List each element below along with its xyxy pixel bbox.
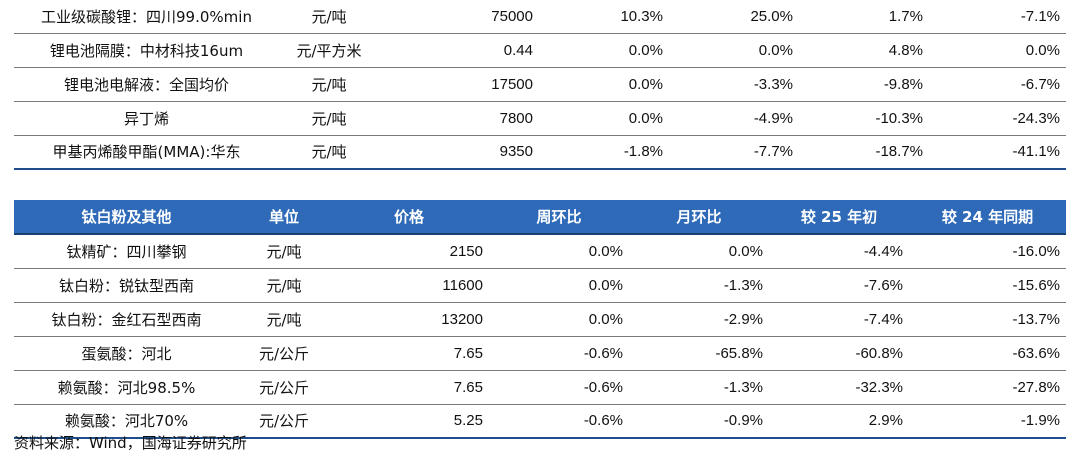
cell-name: 甲基丙烯酸甲酯(MMA):华东 bbox=[14, 135, 279, 170]
source-note: 资料来源：Wind，国海证券研究所 bbox=[14, 434, 247, 452]
cell-ytd: -10.3% bbox=[799, 101, 929, 136]
header-ytd: 较 25 年初 bbox=[769, 200, 909, 235]
cell-ytd: -18.7% bbox=[799, 135, 929, 170]
header-unit: 单位 bbox=[239, 200, 329, 235]
table-row: 锂电池隔膜：中材科技16um 元/平方米 0.44 0.0% 0.0% 4.8% 0.0% bbox=[14, 33, 1066, 68]
header-name: 钛白粉及其他 bbox=[14, 200, 239, 235]
table-row: 工业级碳酸锂：四川99.0%min 元/吨 75000 10.3% 25.0% 1.7% -… bbox=[14, 0, 1066, 34]
price-table-titanium: 钛白粉及其他 单位 价格 周环比 月环比 较 25 年初 较 24 年同期 钛精… bbox=[14, 200, 1066, 439]
table-row: 赖氨酸：河北98.5% 元/公斤 7.65 -0.6% -1.3% -32.3% -27.8… bbox=[14, 370, 1066, 405]
cell-price: 17500 bbox=[379, 67, 539, 102]
cell-ytd: -7.6% bbox=[769, 268, 909, 303]
header-mom: 月环比 bbox=[629, 200, 769, 235]
cell-wow: 0.0% bbox=[489, 234, 629, 269]
cell-unit: 元/吨 bbox=[279, 67, 379, 102]
cell-unit: 元/公斤 bbox=[239, 336, 329, 371]
cell-unit: 元/吨 bbox=[239, 234, 329, 269]
table-header-row: 钛白粉及其他 单位 价格 周环比 月环比 较 25 年初 较 24 年同期 bbox=[14, 200, 1066, 235]
header-price: 价格 bbox=[329, 200, 489, 235]
cell-ytd: 1.7% bbox=[799, 0, 929, 34]
cell-yoy: 0.0% bbox=[929, 33, 1066, 68]
cell-wow: 10.3% bbox=[539, 0, 669, 34]
cell-unit: 元/平方米 bbox=[279, 33, 379, 68]
cell-price: 11600 bbox=[329, 268, 489, 303]
cell-yoy: -24.3% bbox=[929, 101, 1066, 136]
cell-yoy: -41.1% bbox=[929, 135, 1066, 170]
cell-name: 锂电池隔膜：中材科技16um bbox=[14, 33, 279, 68]
cell-unit: 元/公斤 bbox=[239, 370, 329, 405]
price-table-top: 工业级碳酸锂：四川99.0%min 元/吨 75000 10.3% 25.0% 1.7% -… bbox=[14, 0, 1066, 170]
cell-name: 赖氨酸：河北98.5% bbox=[14, 370, 239, 405]
table-row: 异丁烯 元/吨 7800 0.0% -4.9% -10.3% -24.3% bbox=[14, 101, 1066, 136]
table-row: 赖氨酸：河北70% 元/公斤 5.25 -0.6% -0.9% 2.9% -1.9% bbox=[14, 404, 1066, 439]
cell-mom: 25.0% bbox=[669, 0, 799, 34]
cell-unit: 元/吨 bbox=[279, 101, 379, 136]
cell-price: 2150 bbox=[329, 234, 489, 269]
cell-mom: -1.3% bbox=[629, 370, 769, 405]
cell-yoy: -27.8% bbox=[909, 370, 1066, 405]
cell-price: 7800 bbox=[379, 101, 539, 136]
cell-wow: 0.0% bbox=[489, 268, 629, 303]
cell-price: 0.44 bbox=[379, 33, 539, 68]
cell-ytd: -32.3% bbox=[769, 370, 909, 405]
cell-name: 钛精矿：四川攀钢 bbox=[14, 234, 239, 269]
header-wow: 周环比 bbox=[489, 200, 629, 235]
table-row: 锂电池电解液：全国均价 元/吨 17500 0.0% -3.3% -9.8% -6.7% bbox=[14, 67, 1066, 102]
cell-name: 赖氨酸：河北70% bbox=[14, 404, 239, 439]
cell-yoy: -7.1% bbox=[929, 0, 1066, 34]
header-yoy: 较 24 年同期 bbox=[909, 200, 1066, 235]
cell-wow: 0.0% bbox=[539, 33, 669, 68]
table-row: 钛精矿：四川攀钢 元/吨 2150 0.0% 0.0% -4.4% -16.0% bbox=[14, 234, 1066, 269]
cell-name: 工业级碳酸锂：四川99.0%min bbox=[14, 0, 279, 34]
cell-yoy: -15.6% bbox=[909, 268, 1066, 303]
cell-mom: -7.7% bbox=[669, 135, 799, 170]
cell-price: 9350 bbox=[379, 135, 539, 170]
cell-price: 13200 bbox=[329, 302, 489, 337]
cell-unit: 元/吨 bbox=[279, 0, 379, 34]
table-row: 蛋氨酸：河北 元/公斤 7.65 -0.6% -65.8% -60.8% -63.6% bbox=[14, 336, 1066, 371]
cell-ytd: -4.4% bbox=[769, 234, 909, 269]
cell-mom: -0.9% bbox=[629, 404, 769, 439]
cell-unit: 元/吨 bbox=[239, 302, 329, 337]
cell-mom: -1.3% bbox=[629, 268, 769, 303]
cell-wow: 0.0% bbox=[489, 302, 629, 337]
cell-unit: 元/公斤 bbox=[239, 404, 329, 439]
cell-mom: -65.8% bbox=[629, 336, 769, 371]
cell-ytd: -7.4% bbox=[769, 302, 909, 337]
cell-wow: -0.6% bbox=[489, 404, 629, 439]
cell-yoy: -1.9% bbox=[909, 404, 1066, 439]
cell-yoy: -13.7% bbox=[909, 302, 1066, 337]
cell-wow: 0.0% bbox=[539, 67, 669, 102]
cell-price: 75000 bbox=[379, 0, 539, 34]
cell-wow: -0.6% bbox=[489, 370, 629, 405]
cell-name: 钛白粉：金红石型西南 bbox=[14, 302, 239, 337]
cell-yoy: -16.0% bbox=[909, 234, 1066, 269]
cell-price: 7.65 bbox=[329, 370, 489, 405]
cell-mom: -2.9% bbox=[629, 302, 769, 337]
cell-mom: 0.0% bbox=[669, 33, 799, 68]
cell-wow: 0.0% bbox=[539, 101, 669, 136]
cell-name: 锂电池电解液：全国均价 bbox=[14, 67, 279, 102]
cell-yoy: -63.6% bbox=[909, 336, 1066, 371]
cell-price: 7.65 bbox=[329, 336, 489, 371]
cell-unit: 元/吨 bbox=[279, 135, 379, 170]
cell-mom: -3.3% bbox=[669, 67, 799, 102]
table-row: 甲基丙烯酸甲酯(MMA):华东 元/吨 9350 -1.8% -7.7% -18.7% -4… bbox=[14, 135, 1066, 170]
table-row: 钛白粉：金红石型西南 元/吨 13200 0.0% -2.9% -7.4% -13.7% bbox=[14, 302, 1066, 337]
cell-wow: -1.8% bbox=[539, 135, 669, 170]
cell-unit: 元/吨 bbox=[239, 268, 329, 303]
cell-mom: -4.9% bbox=[669, 101, 799, 136]
cell-wow: -0.6% bbox=[489, 336, 629, 371]
cell-price: 5.25 bbox=[329, 404, 489, 439]
cell-ytd: 4.8% bbox=[799, 33, 929, 68]
cell-yoy: -6.7% bbox=[929, 67, 1066, 102]
cell-name: 蛋氨酸：河北 bbox=[14, 336, 239, 371]
table-row: 钛白粉：锐钛型西南 元/吨 11600 0.0% -1.3% -7.6% -15.6% bbox=[14, 268, 1066, 303]
cell-ytd: -60.8% bbox=[769, 336, 909, 371]
cell-ytd: 2.9% bbox=[769, 404, 909, 439]
cell-name: 钛白粉：锐钛型西南 bbox=[14, 268, 239, 303]
cell-mom: 0.0% bbox=[629, 234, 769, 269]
cell-ytd: -9.8% bbox=[799, 67, 929, 102]
cell-name: 异丁烯 bbox=[14, 101, 279, 136]
